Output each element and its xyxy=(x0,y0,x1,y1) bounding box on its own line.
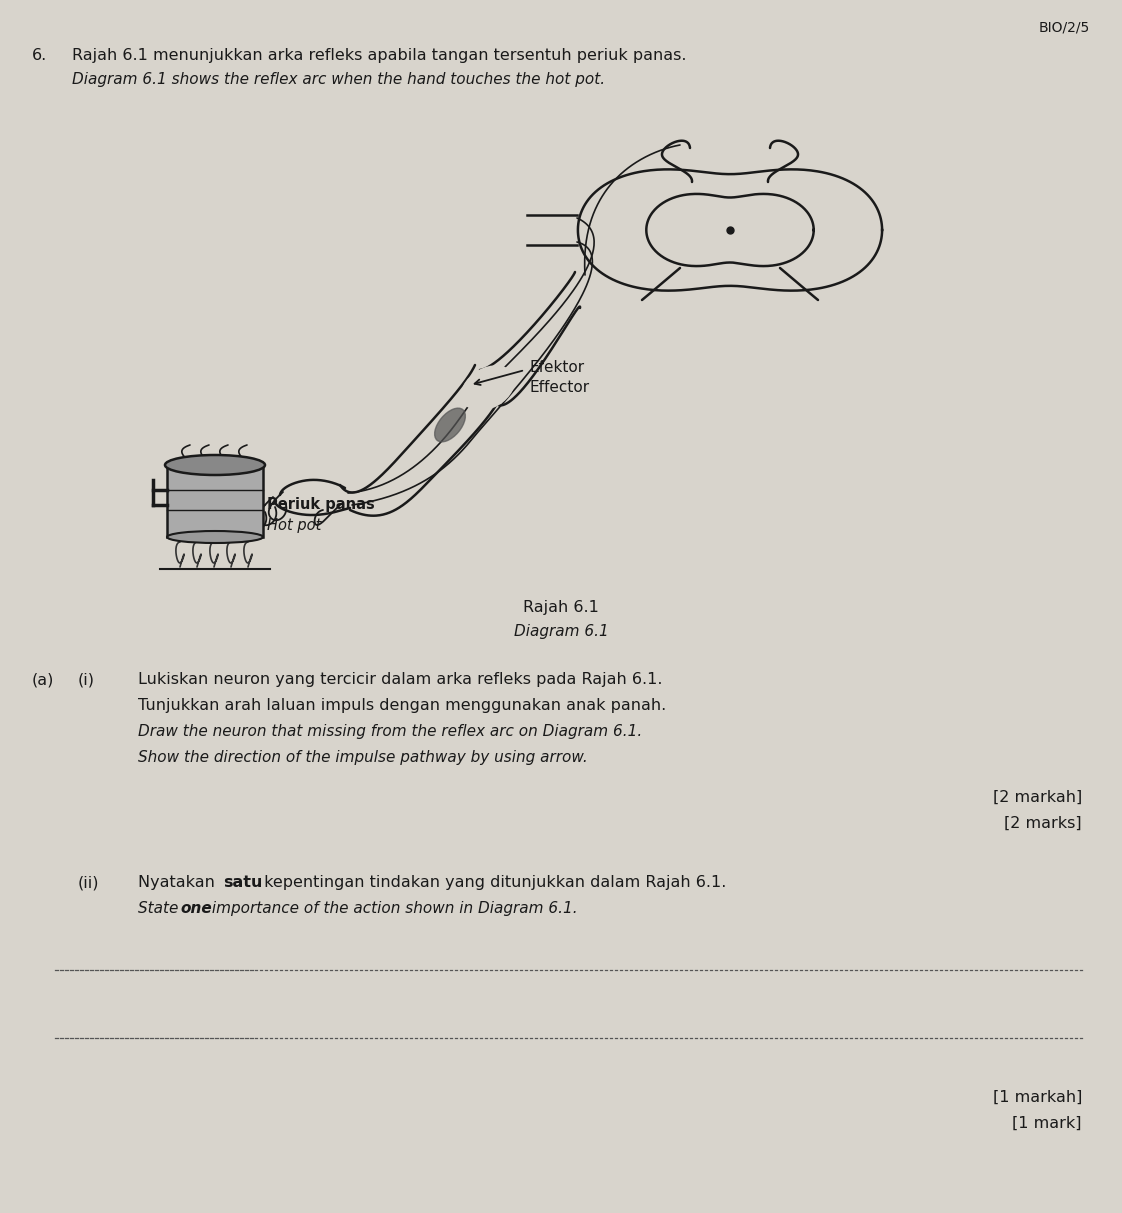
Text: [2 marks]: [2 marks] xyxy=(1004,816,1082,831)
Text: [2 markah]: [2 markah] xyxy=(993,790,1082,805)
Text: (i): (i) xyxy=(79,672,95,687)
Text: [1 mark]: [1 mark] xyxy=(1012,1116,1082,1131)
Ellipse shape xyxy=(165,455,265,475)
Text: importance of the action shown in Diagram 6.1.: importance of the action shown in Diagra… xyxy=(206,901,578,916)
Ellipse shape xyxy=(167,531,263,543)
Text: Hot pot: Hot pot xyxy=(267,518,321,533)
Text: Draw the neuron that missing from the reflex arc on Diagram 6.1.: Draw the neuron that missing from the re… xyxy=(138,724,642,739)
Text: [1 markah]: [1 markah] xyxy=(993,1090,1082,1105)
Text: Efektor: Efektor xyxy=(530,360,586,375)
Ellipse shape xyxy=(434,408,466,442)
Text: Nyatakan: Nyatakan xyxy=(138,875,220,890)
Text: Diagram 6.1: Diagram 6.1 xyxy=(514,623,608,639)
Text: satu: satu xyxy=(223,875,263,890)
Text: (ii): (ii) xyxy=(79,875,100,890)
FancyBboxPatch shape xyxy=(167,465,263,537)
Text: Lukiskan neuron yang tercicir dalam arka refleks pada Rajah 6.1.: Lukiskan neuron yang tercicir dalam arka… xyxy=(138,672,662,687)
Text: Effector: Effector xyxy=(530,380,590,395)
Text: one: one xyxy=(180,901,212,916)
Text: Tunjukkan arah laluan impuls dengan menggunakan anak panah.: Tunjukkan arah laluan impuls dengan meng… xyxy=(138,697,666,713)
Text: Rajah 6.1 menunjukkan arka refleks apabila tangan tersentuh periuk panas.: Rajah 6.1 menunjukkan arka refleks apabi… xyxy=(72,49,687,63)
Text: Periuk panas: Periuk panas xyxy=(267,497,375,512)
Text: Show the direction of the impulse pathway by using arrow.: Show the direction of the impulse pathwa… xyxy=(138,750,588,765)
Text: (a): (a) xyxy=(33,672,54,687)
Text: BIO/2/5: BIO/2/5 xyxy=(1039,19,1089,34)
Text: State: State xyxy=(138,901,183,916)
Ellipse shape xyxy=(462,366,514,410)
Text: Diagram 6.1 shows the reflex arc when the hand touches the hot pot.: Diagram 6.1 shows the reflex arc when th… xyxy=(72,72,605,87)
Text: kepentingan tindakan yang ditunjukkan dalam Rajah 6.1.: kepentingan tindakan yang ditunjukkan da… xyxy=(259,875,726,890)
Text: Rajah 6.1: Rajah 6.1 xyxy=(523,600,599,615)
Text: 6.: 6. xyxy=(33,49,47,63)
